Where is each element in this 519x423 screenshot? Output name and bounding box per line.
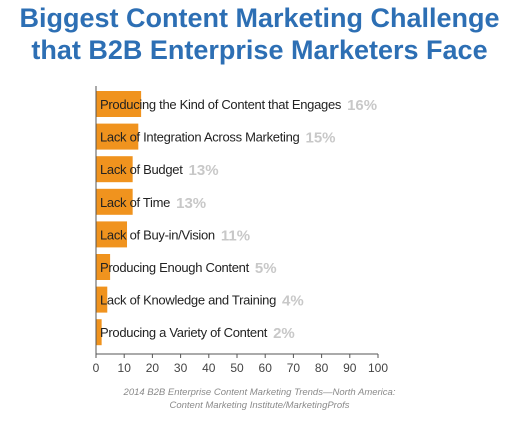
bar — [96, 286, 108, 313]
value-label: 13% — [189, 162, 219, 179]
x-tick-label: 70 — [287, 361, 301, 375]
x-tick-label: 50 — [230, 361, 244, 375]
x-tick-label: 100 — [368, 361, 388, 375]
bar — [96, 156, 133, 183]
category-label: Lack of Budget — [100, 162, 183, 177]
category-label: Producing the Kind of Content that Engag… — [100, 97, 342, 112]
bar — [96, 188, 133, 215]
bar — [96, 123, 139, 150]
category-label: Lack of Knowledge and Training — [100, 293, 276, 308]
x-tick-label: 10 — [118, 361, 132, 375]
category-label: Lack of Integration Across Marketing — [100, 130, 300, 145]
x-tick-label: 40 — [202, 361, 216, 375]
x-tick-label: 90 — [343, 361, 357, 375]
category-label: Lack of Buy-in/Vision — [100, 227, 215, 242]
x-tick-label: 30 — [174, 361, 188, 375]
value-label: 2% — [273, 325, 295, 342]
x-tick-label: 80 — [315, 361, 329, 375]
source-line-2: Content Marketing Institute/MarketingPro… — [169, 400, 350, 411]
bar — [96, 319, 102, 346]
category-label: Producing Enough Content — [100, 260, 250, 275]
x-tick-label: 20 — [146, 361, 160, 375]
bar — [96, 91, 142, 117]
value-label: 16% — [347, 97, 377, 114]
source-note: 2014 B2B Enterprise Content Marketing Tr… — [0, 386, 519, 412]
value-label: 5% — [255, 260, 277, 277]
bar — [96, 254, 111, 280]
bar — [96, 221, 128, 248]
source-line-1: 2014 B2B Enterprise Content Marketing Tr… — [123, 387, 396, 398]
chart-title-line-1: Biggest Content Marketing Challenge — [19, 3, 500, 33]
value-label: 11% — [221, 227, 250, 244]
x-tick-label: 60 — [259, 361, 273, 375]
value-label: 4% — [282, 293, 304, 310]
chart-title: Biggest Content Marketing Challenge that… — [0, 2, 519, 66]
value-label: 13% — [176, 195, 206, 212]
chart-title-line-2: that B2B Enterprise Marketers Face — [31, 35, 488, 65]
value-label: 15% — [305, 130, 335, 147]
category-label: Lack of Time — [100, 195, 170, 210]
category-label: Producing a Variety of Content — [100, 325, 268, 340]
x-tick-label: 0 — [93, 361, 100, 375]
